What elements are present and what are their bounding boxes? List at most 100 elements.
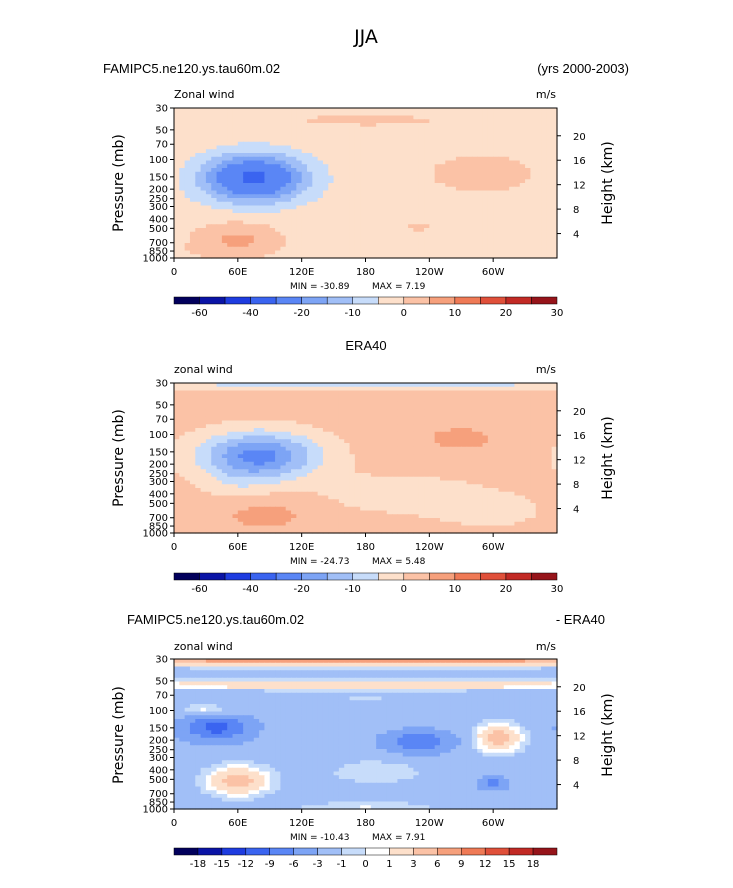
heatmap-cell	[333, 386, 340, 392]
heatmap-cell	[429, 123, 436, 128]
heatmap-cell	[466, 243, 473, 248]
heatmap-cell	[530, 198, 537, 203]
heatmap-cell	[413, 179, 420, 184]
heatmap-cell	[424, 179, 430, 184]
heatmap-cell	[174, 183, 180, 188]
heatmap-cell	[264, 123, 271, 128]
heatmap-cell	[232, 461, 239, 467]
heatmap-cell	[243, 186, 250, 192]
heatmap-cell	[200, 446, 207, 452]
heatmap-cell	[280, 443, 287, 448]
heatmap-cell	[291, 130, 297, 135]
heatmap-cell	[317, 476, 324, 482]
heatmap-cell	[264, 126, 271, 132]
heatmap-cell	[466, 130, 473, 135]
heatmap-cell	[216, 126, 223, 132]
heatmap-cell	[360, 183, 367, 188]
heatmap-cell	[450, 194, 457, 199]
heatmap-cell	[312, 458, 319, 463]
heatmap-cell	[503, 228, 510, 233]
heatmap-cell	[280, 168, 287, 173]
heatmap-cell	[264, 183, 271, 188]
heatmap-cell	[525, 424, 531, 429]
heatmap-cell	[482, 119, 489, 124]
heatmap-cell	[269, 156, 276, 162]
heatmap-cell	[312, 246, 319, 252]
heatmap-cell	[471, 420, 478, 425]
heatmap-cell	[487, 216, 494, 222]
heatmap-cell	[541, 216, 547, 222]
heatmap-cell	[296, 390, 303, 395]
heatmap-cell	[227, 473, 234, 478]
heatmap-cell	[535, 220, 542, 225]
heatmap-cell	[195, 239, 202, 244]
heatmap-cell	[418, 205, 425, 210]
heatmap-cell	[541, 171, 547, 177]
heatmap-cell	[253, 480, 260, 485]
heatmap-cell	[429, 168, 436, 173]
heatmap-cell	[354, 130, 361, 135]
heatmap-cell	[264, 209, 271, 214]
heatmap-cell	[232, 160, 239, 165]
heatmap-cell	[455, 115, 462, 120]
heatmap-cell	[418, 390, 425, 395]
heatmap-cell	[306, 171, 313, 177]
heatmap-cell	[370, 484, 377, 489]
heatmap-cell	[418, 171, 425, 177]
heatmap-cell	[376, 201, 383, 207]
heatmap-cell	[237, 405, 244, 410]
heatmap-cell	[434, 454, 441, 459]
heatmap-cell	[546, 383, 553, 388]
heatmap-cell	[370, 386, 377, 392]
heatmap-cell	[322, 454, 329, 459]
heatmap-cell	[498, 476, 505, 482]
heatmap-cell	[275, 454, 281, 459]
heatmap-cell	[546, 190, 553, 195]
heatmap-cell	[408, 171, 414, 177]
heatmap-cell	[285, 484, 292, 489]
heatmap-cell	[184, 458, 191, 463]
heatmap-cell	[248, 383, 255, 388]
heatmap-cell	[418, 134, 425, 139]
heatmap-cell	[546, 231, 553, 237]
heatmap-cell	[328, 390, 335, 395]
heatmap-cell	[243, 386, 250, 392]
heatmap-cell	[312, 454, 319, 459]
heatmap-cell	[291, 428, 297, 433]
heatmap-cell	[487, 465, 494, 470]
heatmap-cell	[525, 179, 531, 184]
heatmap-cell	[498, 416, 505, 422]
heatmap-cell	[365, 431, 372, 437]
heatmap-cell	[519, 194, 526, 199]
heatmap-cell	[551, 164, 558, 169]
heatmap-cell	[381, 484, 388, 489]
heatmap-cell	[487, 205, 494, 210]
heatmap-cell	[376, 394, 383, 399]
heatmap-cell	[280, 480, 287, 485]
heatmap-cell	[519, 138, 526, 143]
heatmap-cell	[434, 386, 441, 392]
heatmap-cell	[461, 111, 468, 117]
heatmap-cell	[546, 446, 553, 452]
heatmap-cell	[322, 446, 329, 452]
heatmap-cell	[397, 171, 404, 177]
heatmap-cell	[232, 183, 239, 188]
heatmap-cell	[487, 149, 494, 154]
heatmap-cell	[189, 390, 196, 395]
heatmap-cell	[344, 398, 351, 403]
heatmap-cell	[466, 461, 473, 467]
heatmap-cell	[418, 461, 425, 467]
heatmap-cell	[259, 413, 266, 418]
heatmap-cell	[445, 401, 452, 407]
heatmap-cell	[546, 220, 553, 225]
heatmap-cell	[450, 228, 457, 233]
heatmap-cell	[322, 416, 329, 422]
heatmap-cell	[227, 216, 234, 222]
heatmap-cell	[322, 194, 329, 199]
heatmap-cell	[477, 394, 484, 399]
heatmap-cell	[259, 480, 266, 485]
heatmap-cell	[525, 130, 531, 135]
heatmap-cell	[328, 130, 335, 135]
heatmap-cell	[338, 194, 345, 199]
heatmap-cell	[195, 383, 202, 388]
